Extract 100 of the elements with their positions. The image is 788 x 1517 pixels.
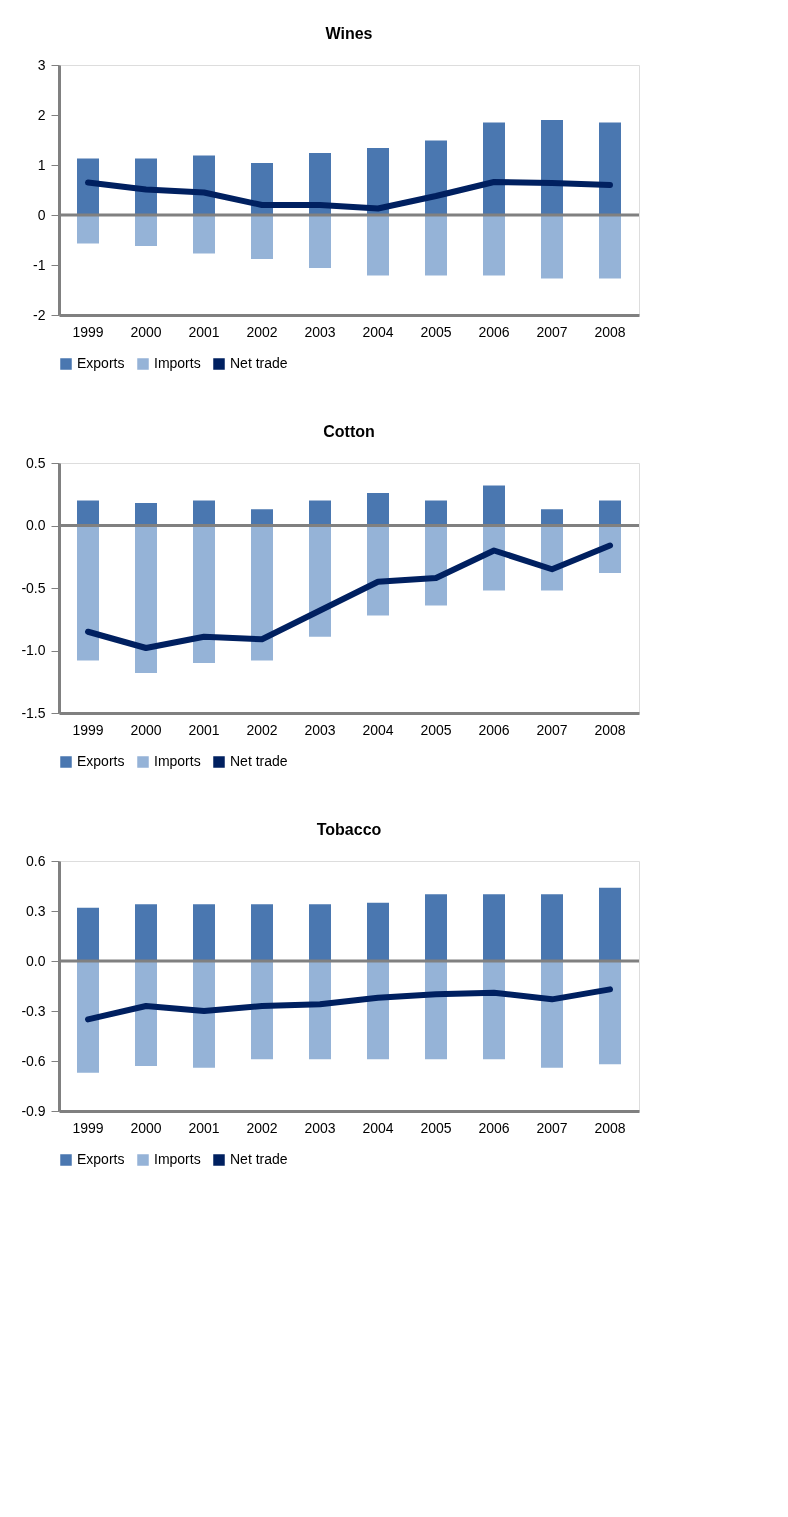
legend-label: Imports [154, 753, 201, 769]
bar [483, 122, 505, 215]
bar [541, 961, 563, 1068]
bar [193, 904, 215, 961]
bar [193, 500, 215, 526]
bar [77, 215, 99, 244]
x-tick-label: 2004 [362, 323, 394, 340]
bar [309, 525, 331, 637]
x-tick-label: 2000 [130, 1119, 162, 1136]
y-tick-label: -1 [33, 256, 46, 273]
bar [541, 215, 563, 279]
bar [483, 961, 505, 1060]
legend-label: Net trade [230, 355, 288, 371]
bar [599, 215, 621, 279]
x-tick-label: 2003 [304, 721, 336, 738]
y-tick-label: -1.5 [21, 704, 46, 721]
x-tick-label: 2003 [304, 1119, 336, 1136]
y-tick-label: 0.3 [26, 902, 46, 919]
bar [425, 500, 447, 526]
y-tick-label: -0.6 [21, 1052, 46, 1069]
bar [541, 120, 563, 215]
bar [367, 493, 389, 526]
bar [251, 215, 273, 259]
bar [425, 215, 447, 276]
x-tick-label: 2008 [594, 323, 626, 340]
x-tick-label: 1999 [72, 721, 104, 738]
x-tick-label: 2006 [478, 721, 510, 738]
bar [135, 503, 157, 526]
bar [135, 961, 157, 1066]
bar [483, 485, 505, 526]
bar [251, 904, 273, 961]
legend-label: Exports [77, 753, 125, 769]
bar [425, 961, 447, 1060]
x-tick-label: 2002 [246, 1119, 278, 1136]
bar [251, 525, 273, 661]
bar [251, 961, 273, 1060]
bar [193, 215, 215, 254]
x-tick-label: 2005 [420, 323, 452, 340]
bar [193, 525, 215, 663]
chart-title: Tobacco [316, 821, 382, 838]
x-tick-label: 1999 [72, 323, 104, 340]
y-tick-label: 0.5 [26, 454, 46, 471]
x-tick-label: 2003 [304, 323, 336, 340]
y-tick-label: -0.9 [21, 1102, 46, 1119]
x-tick-label: 2007 [536, 323, 568, 340]
bar [425, 894, 447, 961]
bar [599, 122, 621, 215]
bar [77, 907, 99, 961]
y-tick-label: -1.0 [21, 642, 46, 658]
legend-label: Net trade [230, 753, 288, 769]
x-tick-label: 2000 [130, 323, 162, 340]
bar [77, 158, 99, 215]
x-tick-label: 2002 [246, 721, 278, 738]
y-tick-label: 1 [37, 156, 46, 173]
x-tick-label: 2005 [420, 721, 452, 738]
y-tick-label: 2 [37, 106, 46, 123]
x-tick-label: 2002 [246, 323, 278, 340]
bar [309, 215, 331, 268]
y-tick-label: 0 [37, 206, 46, 223]
bar [541, 894, 563, 961]
bar [135, 904, 157, 961]
bar [309, 904, 331, 961]
bar [135, 215, 157, 246]
y-tick-label: -0.3 [21, 1002, 46, 1019]
x-tick-label: 2001 [188, 323, 220, 340]
y-tick-label: 0.6 [26, 852, 46, 869]
x-tick-label: 2006 [478, 323, 510, 340]
bar [367, 902, 389, 961]
x-tick-label: 1999 [72, 1119, 104, 1136]
bar [77, 500, 99, 526]
bar [599, 961, 621, 1065]
y-tick-label: -0.5 [21, 579, 46, 596]
x-tick-label: 2005 [420, 1119, 452, 1136]
bar [599, 500, 621, 526]
bar [367, 525, 389, 616]
x-tick-label: 2006 [478, 1119, 510, 1136]
bar [483, 215, 505, 276]
x-tick-label: 2007 [536, 1119, 568, 1136]
legend-label: Imports [154, 355, 201, 371]
bar [367, 961, 389, 1060]
legend-label: Exports [77, 355, 125, 371]
bar [77, 525, 99, 661]
y-tick-label: 0.0 [26, 952, 46, 969]
chart-title: Cotton [323, 423, 375, 440]
legend-label: Net trade [230, 1151, 288, 1167]
chart-title: Wines [325, 25, 373, 42]
bar [483, 894, 505, 961]
bar [135, 525, 157, 673]
y-tick-label: 0.0 [26, 517, 46, 533]
x-tick-label: 2008 [594, 721, 626, 738]
bar [77, 961, 99, 1073]
x-tick-label: 2001 [188, 721, 220, 738]
bar [309, 961, 331, 1060]
bar [193, 961, 215, 1068]
x-tick-label: 2004 [362, 1119, 394, 1136]
x-tick-label: 2007 [536, 721, 568, 738]
x-tick-label: 2008 [594, 1119, 626, 1136]
x-tick-label: 2004 [362, 721, 394, 738]
bar [367, 215, 389, 276]
y-tick-label: 3 [37, 56, 46, 73]
